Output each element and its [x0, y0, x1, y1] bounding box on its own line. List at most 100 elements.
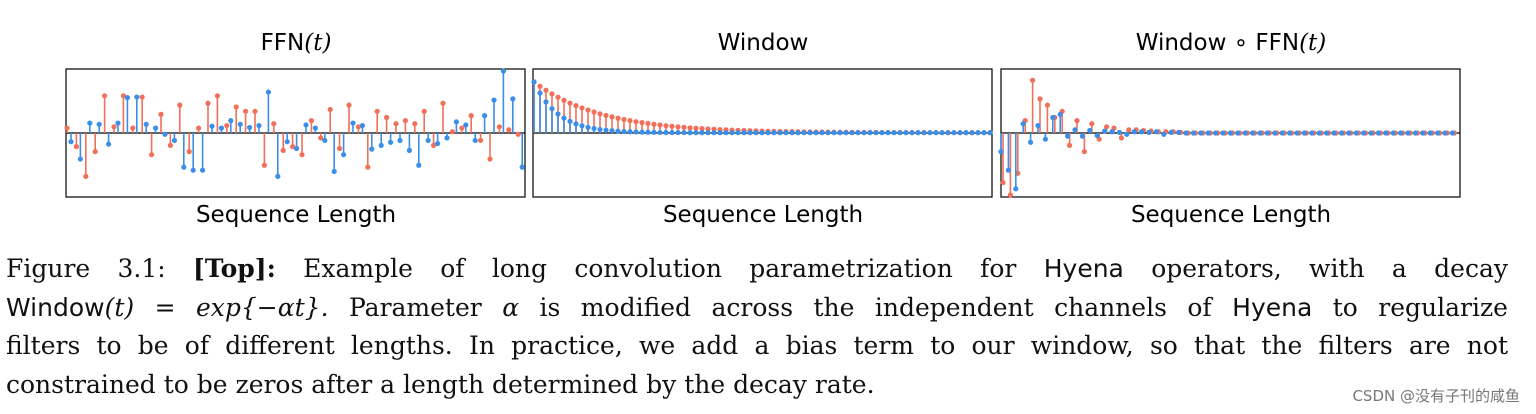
window-ffn-blue-marker: [1116, 129, 1122, 135]
window-blue-marker: [903, 130, 909, 136]
window-ffn-blue-marker: [1383, 130, 1389, 136]
ffn-red-marker: [92, 149, 98, 155]
window-blue-marker: [951, 130, 957, 136]
window-ffn-blue-marker: [1124, 131, 1130, 137]
ffn-blue-marker: [331, 168, 337, 175]
window-blue-marker: [963, 130, 969, 136]
window-red-marker: [585, 107, 591, 113]
ffn-red-marker: [73, 144, 79, 150]
window-blue-marker: [657, 129, 663, 136]
window-ffn-blue-marker: [1449, 130, 1455, 136]
window-ffn-blue-marker: [1079, 133, 1085, 139]
caption-text: is modified across the independent chann…: [539, 292, 1212, 322]
window-blue-marker: [633, 129, 639, 135]
window-blue-marker: [735, 130, 741, 136]
ffn-red-marker: [196, 125, 202, 131]
ffn-red-marker: [280, 147, 286, 153]
window-ffn-blue-marker: [1375, 130, 1381, 136]
window-red-marker: [591, 109, 597, 115]
ffn-red-marker: [261, 162, 267, 168]
ffn-red-marker: [177, 102, 183, 108]
window-red-marker: [645, 120, 651, 127]
window-ffn-blue-marker: [1227, 130, 1233, 136]
ffn-red-marker: [224, 122, 230, 129]
ffn-blue-marker: [312, 125, 318, 131]
ffn-red-marker: [158, 111, 164, 117]
ffn-red-marker: [83, 173, 89, 179]
window-blue-marker: [969, 130, 975, 136]
window-blue-marker: [975, 130, 981, 136]
ffn-red-marker: [421, 108, 427, 114]
window-blue-marker: [567, 118, 573, 124]
window-ffn-blue-marker: [1094, 132, 1100, 139]
window-blue-marker: [597, 126, 603, 133]
ffn-blue-marker: [77, 156, 83, 162]
ffn-red-marker: [440, 100, 446, 106]
window-ffn-blue-marker: [1338, 130, 1344, 136]
window-ffn-blue-marker: [1109, 129, 1115, 135]
window-ffn-blue-marker: [1198, 130, 1204, 136]
window-blue-marker: [537, 90, 543, 96]
ffn-red-marker: [243, 108, 249, 114]
window-blue-marker: [915, 130, 921, 136]
window-ffn-blue-marker: [1331, 130, 1337, 136]
ffn-red-marker: [459, 125, 465, 131]
window-ffn-red-marker: [1126, 127, 1132, 133]
panel-title-window-ffn: Window ∘ FFN(t): [1135, 30, 1327, 56]
window-ffn-blue-marker: [1368, 130, 1374, 136]
window-ffn-blue-marker: [1294, 130, 1300, 136]
ffn-red-marker: [355, 124, 361, 130]
ffn-blue-marker: [143, 121, 149, 127]
window-blue-marker: [561, 115, 567, 121]
ffn-blue-marker: [444, 135, 450, 141]
ffn-blue-marker: [388, 139, 394, 145]
window-ffn-blue-marker: [1346, 130, 1352, 136]
ffn-blue-marker: [284, 139, 290, 145]
window-blue-marker: [945, 130, 951, 136]
stem-plot-figure: [64, 68, 1461, 198]
window-blue-marker: [831, 130, 837, 136]
ffn-red-marker: [167, 142, 173, 148]
window-ffn-blue-marker: [1442, 130, 1448, 136]
ffn-red-marker: [412, 121, 418, 127]
window-blue-marker: [825, 130, 831, 136]
ffn-blue-marker: [472, 137, 478, 144]
xlabel-ffn: Sequence Length: [195, 202, 397, 228]
window-ffn-blue-marker: [1168, 129, 1174, 135]
window-blue-marker: [639, 129, 645, 135]
ffn-red-marker: [205, 100, 211, 106]
window-blue-marker: [849, 130, 855, 136]
window-blue-marker: [777, 130, 783, 136]
ffn-blue-marker: [162, 131, 168, 137]
window-ffn-blue-marker: [1087, 127, 1093, 134]
window-ffn-blue-marker: [1257, 130, 1263, 136]
window-blue-marker: [957, 130, 963, 136]
window-blue-marker: [909, 130, 915, 136]
window-blue-marker: [873, 130, 879, 136]
ffn-red-marker: [130, 125, 136, 131]
ffn-blue-marker: [303, 122, 309, 128]
window-red-marker: [573, 103, 579, 109]
window-blue-marker: [609, 128, 615, 134]
window-blue-marker: [573, 121, 579, 127]
ffn-red-marker: [149, 152, 155, 158]
ffn-blue-marker: [425, 137, 431, 144]
ffn-blue-marker: [124, 95, 130, 101]
window-ffn-blue-marker: [1131, 129, 1137, 135]
window-red-marker: [579, 105, 585, 111]
ffn-blue-marker: [341, 152, 347, 158]
window-ffn-red-marker: [1000, 180, 1006, 186]
window-blue-marker: [879, 130, 885, 136]
ffn-red-marker: [299, 152, 305, 158]
ffn-blue-marker: [265, 89, 271, 95]
window-ffn-blue-marker: [1398, 130, 1404, 136]
window-ffn-blue-marker: [1279, 130, 1285, 136]
window-blue-marker: [765, 130, 771, 136]
window-ffn-blue-marker: [1390, 130, 1396, 136]
window-ffn-blue-marker: [1242, 130, 1248, 136]
ffn-red-marker: [468, 113, 474, 119]
window-blue-marker: [585, 124, 591, 130]
window-ffn-red-marker: [1037, 96, 1043, 102]
window-term: Window: [6, 292, 105, 322]
ffn-red-marker: [308, 118, 314, 124]
